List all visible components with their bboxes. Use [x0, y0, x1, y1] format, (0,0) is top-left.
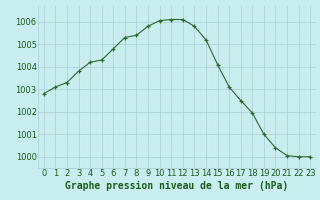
- X-axis label: Graphe pression niveau de la mer (hPa): Graphe pression niveau de la mer (hPa): [65, 181, 289, 191]
